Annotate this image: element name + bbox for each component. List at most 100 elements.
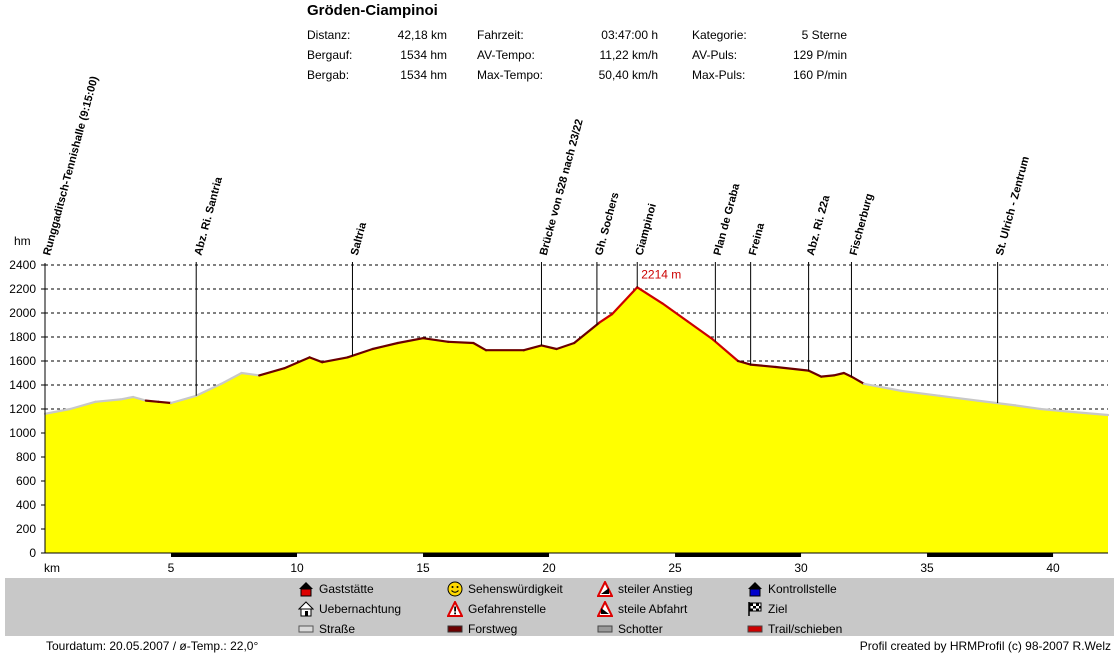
legend-item-uebernachtung: Uebernachtung — [297, 601, 402, 617]
y-tick-label: 600 — [16, 474, 36, 488]
surface-segment — [157, 400, 173, 405]
stat-label-ascent: Bergauf: — [307, 48, 353, 62]
surface-segment — [421, 337, 450, 343]
checkered-flag-icon — [747, 601, 763, 617]
surface-segment — [598, 313, 614, 324]
legend-label: Gefahrenstelle — [468, 602, 547, 616]
blue-house-icon — [747, 581, 763, 597]
legend-item-sehenswuerdigkeit: Sehenswürdigkeit — [447, 581, 563, 597]
surface-segment — [132, 395, 147, 402]
legend-label: Uebernachtung — [319, 602, 402, 616]
legend-label: steiler Anstieg — [618, 582, 693, 596]
surface-segment — [774, 365, 810, 372]
legend-item-steile-abfahrt: steile Abfahrt — [596, 599, 688, 617]
stat-value-max-pulse: 160 P/min — [792, 68, 847, 82]
surface-segment — [43, 407, 72, 415]
surface-segment — [636, 286, 664, 305]
surface-segment — [144, 399, 160, 403]
km-band — [423, 553, 550, 557]
y-tick-label: 2000 — [9, 306, 36, 320]
surface-segment — [736, 359, 752, 366]
forest-road-swatch-icon — [447, 621, 463, 637]
steep-descent-warning-icon — [596, 599, 614, 617]
chart-axes: 0 200 400 600 800 1000 1200 1400 1600 1800 2000 220… — [9, 258, 1108, 575]
stat-label-category: Kategorie: — [692, 28, 747, 42]
surface-segment — [832, 371, 846, 377]
waypoint-label: Gh. Sochers — [593, 191, 621, 257]
smiley-icon — [447, 581, 463, 597]
x-tick-label: 20 — [542, 561, 556, 575]
y-axis-label: hm — [14, 234, 31, 248]
elevation-profile-chart: Runggaditsch-Tennishalle (9:15:00) Abz. R… — [9, 75, 1110, 575]
y-tick-label: 1800 — [9, 330, 36, 344]
y-tick-label: 1400 — [9, 378, 36, 392]
stat-label-distance: Distanz: — [307, 28, 351, 42]
legend-label: Kontrollstelle — [768, 582, 837, 596]
waypoint-label: Ciampinoi — [634, 202, 659, 256]
stat-value-category: 5 Sterne — [801, 28, 847, 42]
surface-segment — [346, 347, 374, 359]
x-axis-label: km — [44, 561, 60, 575]
stat-label-time: Fahrzeit: — [477, 28, 524, 42]
stat-value-ascent: 1534 hm — [400, 48, 447, 62]
surface-segment — [711, 338, 740, 363]
legend-item-kontrollstelle: Kontrollstelle — [747, 581, 837, 597]
credits-footer: Profil created by HRMProfil (c) 98-2007 … — [859, 639, 1111, 653]
surface-segment — [1064, 410, 1110, 417]
km-band — [927, 553, 1054, 557]
stat-label-max-pulse: Max-Puls: — [692, 68, 746, 82]
stat-label-avg-speed: AV-Tempo: — [477, 48, 535, 62]
y-tick-label: 1200 — [9, 402, 36, 416]
legend-item-forstweg: Forstweg — [447, 621, 517, 637]
surface-segment — [976, 399, 1017, 407]
legend-item-gefahrenstelle: Gefahrenstelle — [446, 599, 547, 617]
legend-label: Straße — [319, 622, 356, 636]
surface-segment — [820, 374, 835, 378]
surface-segment — [862, 382, 904, 393]
gravel-swatch-icon — [597, 621, 613, 637]
stat-value-max-speed: 50,40 km/h — [598, 68, 658, 82]
y-tick-label: 2200 — [9, 282, 36, 296]
surface-segment — [308, 356, 324, 364]
surface-segment — [94, 398, 122, 403]
surface-segment — [522, 344, 543, 352]
legend-item-gaststaette: Gaststätte — [298, 581, 374, 597]
legend-label: Trail/schieben — [768, 622, 843, 636]
stat-value-avg-speed: 11,22 km/h — [599, 48, 658, 62]
surface-segment — [195, 382, 223, 397]
legend-panel — [5, 578, 1114, 636]
legend-label: steile Abfahrt — [618, 602, 688, 616]
km-band — [171, 553, 298, 557]
elevation-area — [45, 287, 1108, 553]
surface-segment — [472, 341, 488, 352]
waypoint-label: Brücke von 528 nach 23/22 — [538, 118, 586, 257]
stat-label-max-speed: Max-Tempo: — [477, 68, 544, 82]
surface-segment — [1039, 407, 1067, 413]
surface-segment — [1014, 404, 1042, 411]
surface-segment — [573, 321, 601, 345]
steep-climb-warning-icon — [596, 579, 614, 597]
legend-label: Schotter — [618, 622, 663, 636]
surface-segment — [283, 356, 311, 370]
legend-label: Forstweg — [468, 622, 518, 636]
surface-segment — [220, 371, 243, 385]
surface-segment — [69, 400, 97, 411]
tour-date-footer: Tourdatum: 20.05.2007 / ø-Temp.: 22,0° — [46, 639, 259, 653]
surface-segment — [610, 286, 639, 316]
white-house-icon — [297, 601, 315, 617]
y-tick-label: 2400 — [9, 258, 36, 272]
stat-label-descent: Bergab: — [307, 68, 350, 82]
y-tick-label: 400 — [16, 498, 36, 512]
x-tick-label: 5 — [168, 561, 175, 575]
surface-segment — [169, 394, 198, 405]
surface-segment — [540, 344, 558, 351]
km-band — [675, 553, 802, 557]
waypoint-label: Fischerburg — [848, 192, 876, 257]
x-tick-label: 15 — [416, 561, 430, 575]
surface-segment — [900, 389, 941, 397]
legend-item-steiler-anstieg: steiler Anstieg — [596, 579, 693, 597]
y-tick-label: 200 — [16, 522, 36, 536]
x-tick-label: 35 — [920, 561, 934, 575]
surface-segment — [396, 337, 425, 345]
legend-item-trail-schieben: Trail/schieben — [747, 621, 842, 637]
